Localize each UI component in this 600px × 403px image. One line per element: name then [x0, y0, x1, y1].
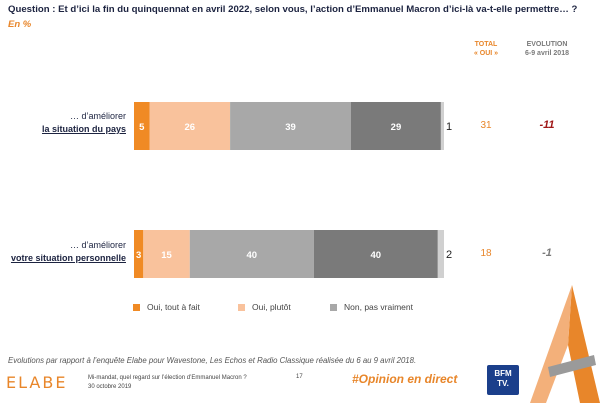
row-label-country: … d’améliorer la situation du pays [0, 110, 126, 136]
legend-item-tout-a-fait: Oui, tout à fait [133, 302, 200, 312]
bar-segment-0-2 [230, 102, 351, 150]
bar-segment-1-2 [189, 230, 314, 278]
bar-value-label-1-1: 15 [161, 250, 172, 261]
evolution-header-line2: 6-9 avril 2018 [525, 50, 569, 57]
row-label-personal: … d’améliorer votre situation personnell… [0, 239, 126, 265]
row-total-country: 31 [480, 120, 492, 131]
row-label-personal-line2: votre situation personnelle [10, 253, 126, 263]
row-label-personal-line1: … d’améliorer [69, 240, 126, 250]
bfm-logo-line1: BFM [494, 369, 512, 378]
bar-segment-0-4 [440, 102, 444, 150]
bar-segment-0-0 [134, 102, 150, 150]
legend-label-pas-vraiment: Non, pas vraiment [344, 302, 413, 312]
deco-grey-stroke [548, 355, 596, 377]
total-header-line2: « OUI » [473, 50, 499, 57]
bar-value-label-1-3: 40 [371, 250, 382, 261]
bar-segment-0-1 [149, 102, 231, 150]
total-column-header: TOTAL « OUI » [462, 40, 510, 58]
bar-segment-1-0 [134, 230, 144, 278]
evolution-header-line1: EVOLUTION [526, 41, 568, 48]
legend-label-tout-a-fait: Oui, tout à fait [147, 302, 200, 312]
row-label-country-line2: la situation du pays [41, 124, 126, 134]
bar-value-label-0-3: 29 [391, 122, 402, 133]
bar-segment-1-4 [437, 230, 444, 278]
legend-item-pas-vraiment: Non, pas vraiment [330, 302, 413, 312]
bfmtv-logo: BFM TV. [487, 365, 519, 395]
elabe-logo: ELABE [6, 373, 68, 392]
hashtag: #Opinion en direct [352, 372, 458, 386]
evolution-column-header: EVOLUTION 6-9 avril 2018 [514, 40, 580, 58]
total-header-line1: TOTAL [474, 41, 498, 48]
legend-swatch-pas-vraiment [330, 303, 337, 311]
page-number: 17 [296, 374, 303, 380]
footnote: Evolutions par rapport à l’enquête Elabe… [8, 356, 417, 365]
row-evolution-country: -11 [539, 119, 555, 131]
bar-value-label-1-2: 40 [247, 250, 258, 261]
row-label-country-line1: … d’améliorer [69, 111, 126, 121]
footer-text: Mi-mandat, quel regard sur l’élection d’… [88, 374, 247, 392]
deco-orange-stroke [568, 285, 600, 403]
legend-swatch-tout-a-fait [133, 303, 140, 311]
bar-value-label-1-0: 3 [136, 250, 141, 261]
elabe-decorative-a-icon [530, 285, 600, 403]
bar-value-label-0-1: 26 [185, 122, 196, 133]
bar-segment-1-3 [313, 230, 438, 278]
row-total-personal: 18 [480, 248, 492, 259]
bfm-logo-line2: TV. [497, 379, 509, 388]
legend-label-plutot: Oui, plutôt [252, 302, 291, 312]
bar-segment-0-3 [351, 102, 441, 150]
bar-segment-1-1 [143, 230, 190, 278]
row-evolution-personal: -1 [542, 247, 552, 259]
legend-swatch-plutot [238, 303, 245, 311]
bar-value-label-1-4: 2 [446, 249, 452, 261]
bar-value-label-0-2: 39 [285, 122, 296, 133]
footer-line1: Mi-mandat, quel regard sur l’élection d’… [88, 375, 247, 381]
bar-value-label-0-0: 5 [139, 122, 145, 133]
footer-line2: 30 octobre 2019 [88, 384, 132, 390]
deco-light-stroke [530, 285, 572, 403]
legend-item-plutot: Oui, plutôt [238, 302, 291, 312]
question-title: Question : Et d’ici la fin du quinquenna… [8, 4, 578, 15]
bar-value-label-0-4: 1 [446, 121, 452, 133]
unit-label: En % [8, 19, 32, 30]
